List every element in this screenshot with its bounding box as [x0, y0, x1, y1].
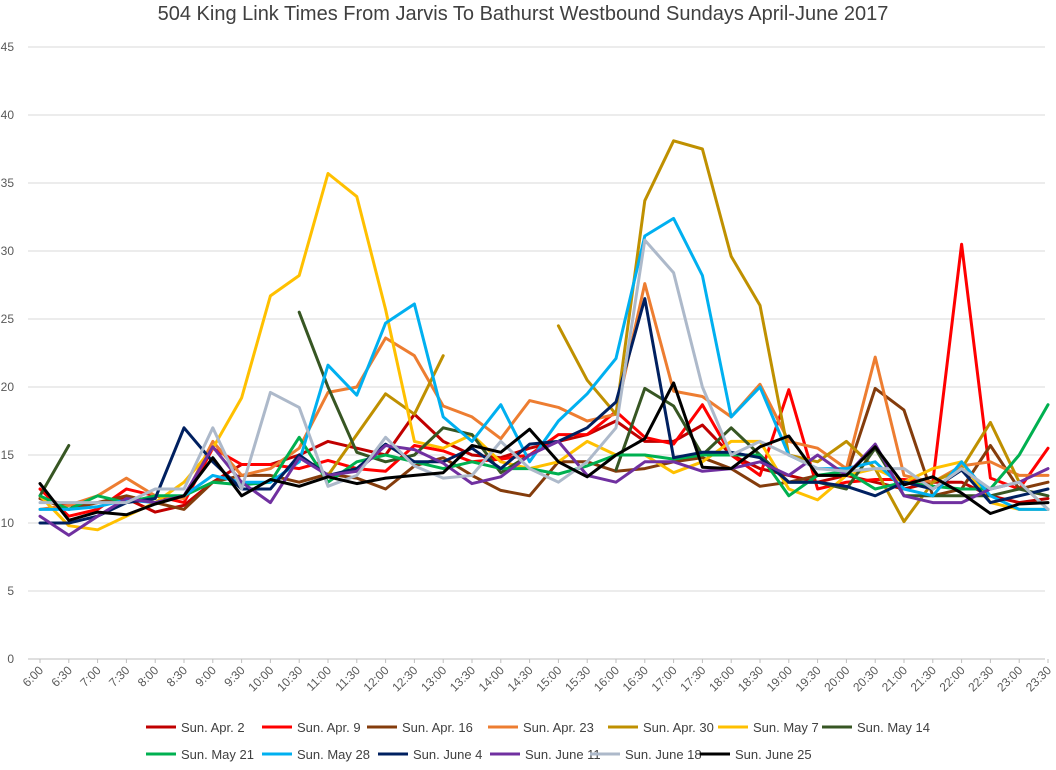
- series-line: [556, 139, 1050, 524]
- x-tick-label: 15:30: [562, 663, 593, 694]
- x-tick-label: 23:30: [1023, 663, 1054, 694]
- x-tick-label: 21:30: [908, 663, 939, 694]
- y-tick-label: 45: [1, 40, 15, 54]
- x-tick-label: 16:00: [591, 663, 622, 694]
- series-lines: [38, 139, 1050, 537]
- x-tick-label: 23:00: [994, 663, 1025, 694]
- x-tick-label: 17:00: [649, 663, 680, 694]
- y-tick-label: 0: [7, 652, 14, 666]
- x-tick-label: 20:00: [821, 663, 852, 694]
- series-11: [38, 238, 1050, 511]
- legend-item: Sun. June 4: [378, 747, 482, 762]
- series-12: [38, 381, 1050, 522]
- chart-title: 504 King Link Times From Jarvis To Bathu…: [157, 3, 889, 25]
- x-tick-label: 22:00: [937, 663, 968, 694]
- series-0: [38, 412, 1050, 514]
- legend-item: Sun. Apr. 23: [488, 720, 594, 735]
- x-tick-label: 18:30: [735, 663, 766, 694]
- x-tick-label: 6:00: [20, 663, 47, 690]
- x-tick-label: 22:30: [965, 663, 996, 694]
- legend-label: Sun. May 14: [857, 720, 930, 735]
- x-tick-label: 13:00: [418, 663, 449, 694]
- legend-item: Sun. May 14: [822, 720, 930, 735]
- legend-item: Sun. Apr. 9: [262, 720, 361, 735]
- series-line: [38, 412, 1050, 514]
- legend-label: Sun. Apr. 30: [643, 720, 714, 735]
- y-tick-label: 5: [7, 584, 14, 598]
- legend-label: Sun. May 28: [297, 747, 370, 762]
- legend-item: Sun. Apr. 16: [367, 720, 473, 735]
- legend-label: Sun. May 21: [181, 747, 254, 762]
- legend-label: Sun. Apr. 16: [402, 720, 473, 735]
- series-3: [38, 282, 1050, 511]
- series-line: [38, 381, 1050, 522]
- x-tick-label: 11:00: [304, 663, 335, 694]
- y-tick-label: 30: [1, 244, 15, 258]
- series-line: [326, 354, 445, 477]
- x-tick-label: 14:00: [476, 663, 507, 694]
- legend-item: Sun. June 11: [490, 747, 601, 762]
- x-tick-label: 16:30: [620, 663, 651, 694]
- legend-item: Sun. June 25: [700, 747, 812, 762]
- x-tick-label: 10:00: [245, 663, 276, 694]
- x-tick-label: 7:00: [77, 663, 104, 690]
- x-tick-label: 14:30: [505, 663, 536, 694]
- x-tick-label: 8:30: [164, 663, 191, 690]
- legend-label: Sun. May 7: [753, 720, 819, 735]
- legend: Sun. Apr. 2 Sun. Apr. 9 Sun. Apr. 16 Sun. A…: [146, 720, 930, 762]
- legend-label: Sun. June 18: [625, 747, 702, 762]
- x-tick-label: 7:30: [106, 663, 133, 690]
- x-tick-label: 12:00: [361, 663, 392, 694]
- series-line: [38, 386, 1050, 511]
- legend-label: Sun. Apr. 9: [297, 720, 361, 735]
- x-tick-label: 12:30: [389, 663, 420, 694]
- series-4: [326, 139, 1050, 524]
- legend-item: Sun. May 28: [262, 747, 370, 762]
- series-line: [38, 238, 1050, 511]
- series-line: [38, 282, 1050, 511]
- legend-label: Sun. Apr. 2: [181, 720, 245, 735]
- legend-label: Sun. June 11: [525, 747, 601, 762]
- legend-label: Sun. Apr. 23: [523, 720, 594, 735]
- y-tick-label: 20: [1, 380, 15, 394]
- x-tick-label: 21:00: [879, 663, 910, 694]
- series-line: [38, 403, 1050, 511]
- series-2: [38, 386, 1050, 511]
- legend-item: Sun. June 18: [590, 747, 702, 762]
- y-tick-label: 25: [1, 312, 15, 326]
- gridlines: [28, 46, 1045, 660]
- x-tick-label: 19:00: [764, 663, 795, 694]
- legend-item: Sun. May 7: [718, 720, 819, 735]
- x-tick-label: 20:30: [850, 663, 881, 694]
- x-tick-label: 9:00: [193, 663, 220, 690]
- legend-label: Sun. June 4: [413, 747, 482, 762]
- x-tick-label: 19:30: [793, 663, 824, 694]
- axes: 0 5 10 15 20 25 30 35 40 45 6:00 6:30 7:00 7:30 8:00 8:…: [1, 40, 1055, 694]
- x-tick-label: 13:30: [447, 663, 478, 694]
- y-tick-label: 35: [1, 176, 15, 190]
- legend-item: Sun. Apr. 2: [146, 720, 245, 735]
- legend-label: Sun. June 25: [735, 747, 812, 762]
- x-tick-label: 10:30: [274, 663, 305, 694]
- x-tick-label: 17:30: [677, 663, 708, 694]
- x-tick-label: 11:30: [332, 663, 363, 694]
- y-tick-label: 10: [1, 516, 15, 530]
- x-tick-label: 8:00: [135, 663, 162, 690]
- x-tick-label: 15:00: [533, 663, 564, 694]
- x-tick-label: 6:30: [49, 663, 76, 690]
- x-tick-label: 9:30: [221, 663, 248, 690]
- y-tick-label: 15: [1, 448, 15, 462]
- legend-item: Sun. May 21: [146, 747, 254, 762]
- series-7: [38, 403, 1050, 511]
- legend-item: Sun. Apr. 30: [608, 720, 714, 735]
- y-tick-label: 40: [1, 108, 15, 122]
- x-tick-label: 18:00: [706, 663, 737, 694]
